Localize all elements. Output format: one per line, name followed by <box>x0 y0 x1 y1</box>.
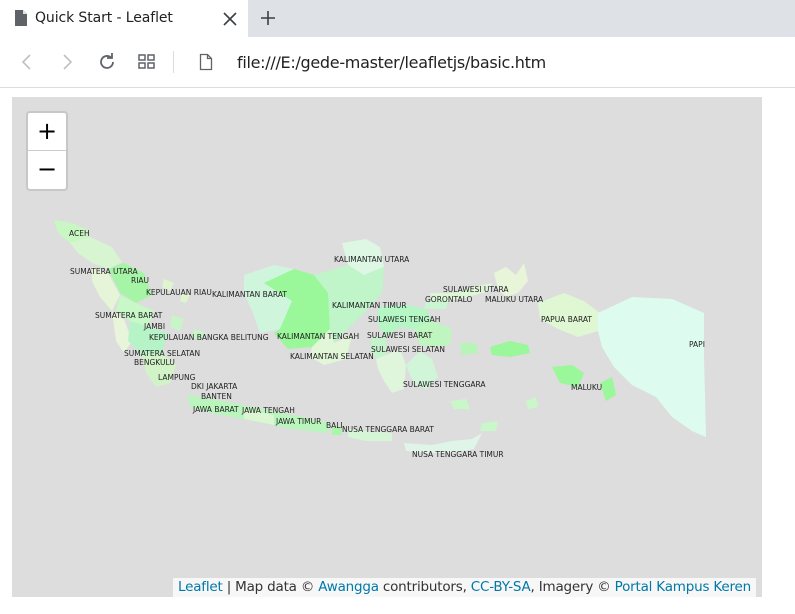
province-sulawesi-tengah <box>378 305 432 337</box>
province-sumatera-utara <box>70 237 122 269</box>
province-sumatera-selatan <box>128 321 168 355</box>
province-kalimantan-tengah <box>264 269 330 349</box>
toolbar <box>0 37 795 88</box>
tab-title: Quick Start - Leaflet <box>35 10 173 26</box>
address-bar[interactable]: file:///E:/gede-master/leafletjs/basic.h… <box>237 53 546 72</box>
label-jawa-barat: JAWA BARAT <box>192 405 239 414</box>
close-icon[interactable] <box>221 10 239 28</box>
label-sulawesi-selatan: SULAWESI SELATAN <box>371 345 445 354</box>
province-bengkulu <box>112 311 132 353</box>
province-gorontalo <box>424 301 448 309</box>
label-aceh: ACEH <box>69 229 90 238</box>
map-container[interactable]: ACEH SUMATERA UTARA RIAU KEPULAUAN RIAU … <box>12 97 762 597</box>
browser-tab[interactable]: Quick Start - Leaflet <box>0 0 248 37</box>
label-kalimantan-timur: KALIMANTAN TIMUR <box>332 301 407 310</box>
forward-icon[interactable] <box>56 51 78 73</box>
imagery-link[interactable]: Portal Kampus Keren <box>614 579 752 595</box>
province-bangka-belitung <box>170 315 206 341</box>
label-bengkulu: BENGKULU <box>134 358 175 367</box>
label-jawa-timur: JAWA TIMUR <box>275 417 321 426</box>
apps-icon[interactable] <box>136 51 158 73</box>
attribution-text-3: , Imagery © <box>530 579 615 595</box>
province-islands-east <box>450 397 538 431</box>
zoom-out-button[interactable]: − <box>36 155 58 183</box>
province-bali <box>332 427 342 435</box>
label-sulawesi-tenggara: SULAWESI TENGGARA <box>403 380 486 389</box>
province-jambi <box>116 295 154 327</box>
toolbar-divider <box>173 51 174 73</box>
label-kalimantan-selatan: KALIMANTAN SELATAN <box>290 352 374 361</box>
leaflet-link[interactable]: Leaflet <box>178 579 223 595</box>
label-sumatera-selatan: SUMATERA SELATAN <box>124 349 200 358</box>
province-sumatera-barat <box>92 267 120 311</box>
label-papua-barat: PAPUA BARAT <box>541 315 592 324</box>
label-kalimantan-tengah: KALIMANTAN TENGAH <box>277 332 359 341</box>
reload-icon[interactable] <box>96 51 118 73</box>
province-papua <box>598 297 706 437</box>
province-maluku <box>490 341 616 401</box>
label-riau: RIAU <box>131 276 149 285</box>
zoom-control: + − <box>26 111 68 191</box>
label-bangka-belitung: KEPULAUAN BANGKA BELITUNG <box>149 333 269 342</box>
awangga-link[interactable]: Awangga <box>318 579 379 595</box>
new-tab-icon[interactable] <box>258 8 278 28</box>
province-aceh <box>54 220 90 243</box>
label-sulawesi-utara: SULAWESI UTARA <box>443 285 509 294</box>
province-jawa-tengah <box>244 409 274 425</box>
province-sulawesi-utara <box>430 283 492 301</box>
province-sulawesi-selatan <box>376 349 406 393</box>
map-attribution: Leaflet | Map data © Awangga contributor… <box>173 578 756 597</box>
province-kalimantan-selatan <box>310 329 352 365</box>
province-lampung <box>142 353 176 387</box>
province-kalimantan-utara <box>342 239 384 275</box>
label-kalimantan-barat: KALIMANTAN BARAT <box>212 290 287 299</box>
page-info-icon[interactable] <box>199 53 213 76</box>
label-gorontalo: GORONTALO <box>425 295 472 304</box>
province-riau <box>108 263 152 303</box>
label-papua: PAPI <box>689 340 705 349</box>
indonesia-map: ACEH SUMATERA UTARA RIAU KEPULAUAN RIAU … <box>54 220 706 459</box>
label-maluku: MALUKU <box>571 383 602 392</box>
label-jambi: JAMBI <box>143 322 165 331</box>
label-sulawesi-tengah: SULAWESI TENGAH <box>368 315 440 324</box>
province-sulawesi-selatan-east <box>414 321 452 347</box>
label-sumatera-barat: SUMATERA BARAT <box>95 311 163 320</box>
label-ntt: NUSA TENGGARA TIMUR <box>412 450 504 459</box>
province-sulawesi-tenggara <box>406 351 438 389</box>
attribution-text-1: | Map data © <box>222 579 319 595</box>
label-maluku-utara: MALUKU UTARA <box>485 295 544 304</box>
attribution-text-2: contributors, <box>378 579 471 595</box>
province-kepulauan-riau <box>162 279 190 303</box>
province-papua-barat <box>538 293 600 337</box>
province-sulawesi-barat <box>370 337 386 359</box>
label-sulawesi-barat: SULAWESI BARAT <box>367 331 433 340</box>
label-sumatera-utara: SUMATERA UTARA <box>70 267 139 276</box>
page-icon <box>14 9 28 32</box>
province-kalimantan-timur <box>314 265 384 343</box>
label-dki-jakarta: DKI JAKARTA <box>191 382 238 391</box>
label-kalimantan-utara: KALIMANTAN UTARA <box>334 255 410 264</box>
province-maluku-utara <box>494 263 528 297</box>
label-jawa-tengah: JAWA TENGAH <box>241 406 295 415</box>
label-kepulauan-riau: KEPULAUAN RIAU <box>146 288 212 297</box>
label-bali: BALI <box>326 421 343 430</box>
province-ntb <box>348 429 392 441</box>
label-lampung: LAMPUNG <box>158 373 196 382</box>
back-icon[interactable] <box>16 51 38 73</box>
zoom-in-button[interactable]: + <box>28 113 66 151</box>
label-ntb: NUSA TENGGARA BARAT <box>342 425 434 434</box>
label-banten: BANTEN <box>201 392 232 401</box>
tab-strip: Quick Start - Leaflet <box>0 0 795 37</box>
province-maluku-south <box>460 343 478 355</box>
license-link[interactable]: CC-BY-SA <box>470 579 531 595</box>
province-ntt <box>404 433 482 453</box>
